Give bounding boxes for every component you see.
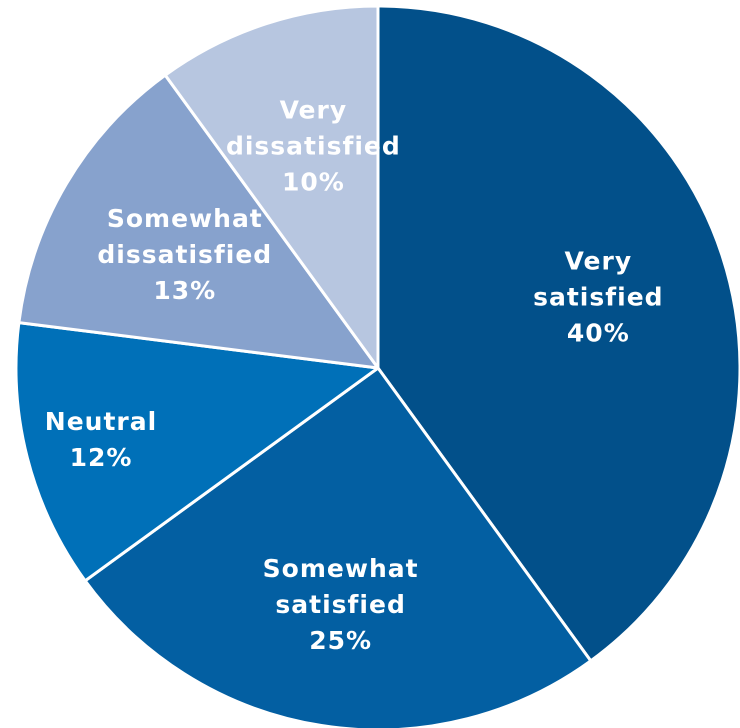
pie-labels: Very satisfied 40% Somewhat satisfied 25% Neut… [45, 96, 663, 655]
slice-label: Somewhat satisfied 25% [263, 554, 419, 655]
pie-slice [17, 73, 380, 370]
slice-label-line: 40% [567, 318, 630, 347]
slice-label-line: dissatisfied [97, 240, 272, 269]
slice-label-line: 13% [153, 276, 216, 305]
slice-label: Very dissatisfied 10% [226, 96, 401, 197]
pie-slice [83, 366, 593, 728]
slice-label-line: Somewhat [107, 204, 263, 233]
pie-slice [163, 4, 380, 370]
slice-label-line: satisfied [533, 282, 663, 311]
slice-label-line: Neutral [45, 407, 157, 436]
slice-label-line: satisfied [275, 590, 405, 619]
pie-slice [14, 321, 380, 583]
slice-label: Very satisfied 40% [533, 246, 663, 347]
slice-label: Somewhat dissatisfied 13% [97, 204, 272, 305]
pie-slice [376, 4, 740, 663]
slice-label-line: 25% [309, 626, 372, 655]
slice-label-line: dissatisfied [226, 132, 401, 161]
slice-label-line: Very [565, 246, 633, 275]
slice-label-line: 12% [70, 443, 133, 472]
slice-label-line: Very [280, 96, 348, 125]
slice-label: Neutral 12% [45, 407, 157, 472]
slice-label-line: Somewhat [263, 554, 419, 583]
slice-label-line: 10% [282, 168, 345, 197]
pie-slices [14, 4, 740, 728]
